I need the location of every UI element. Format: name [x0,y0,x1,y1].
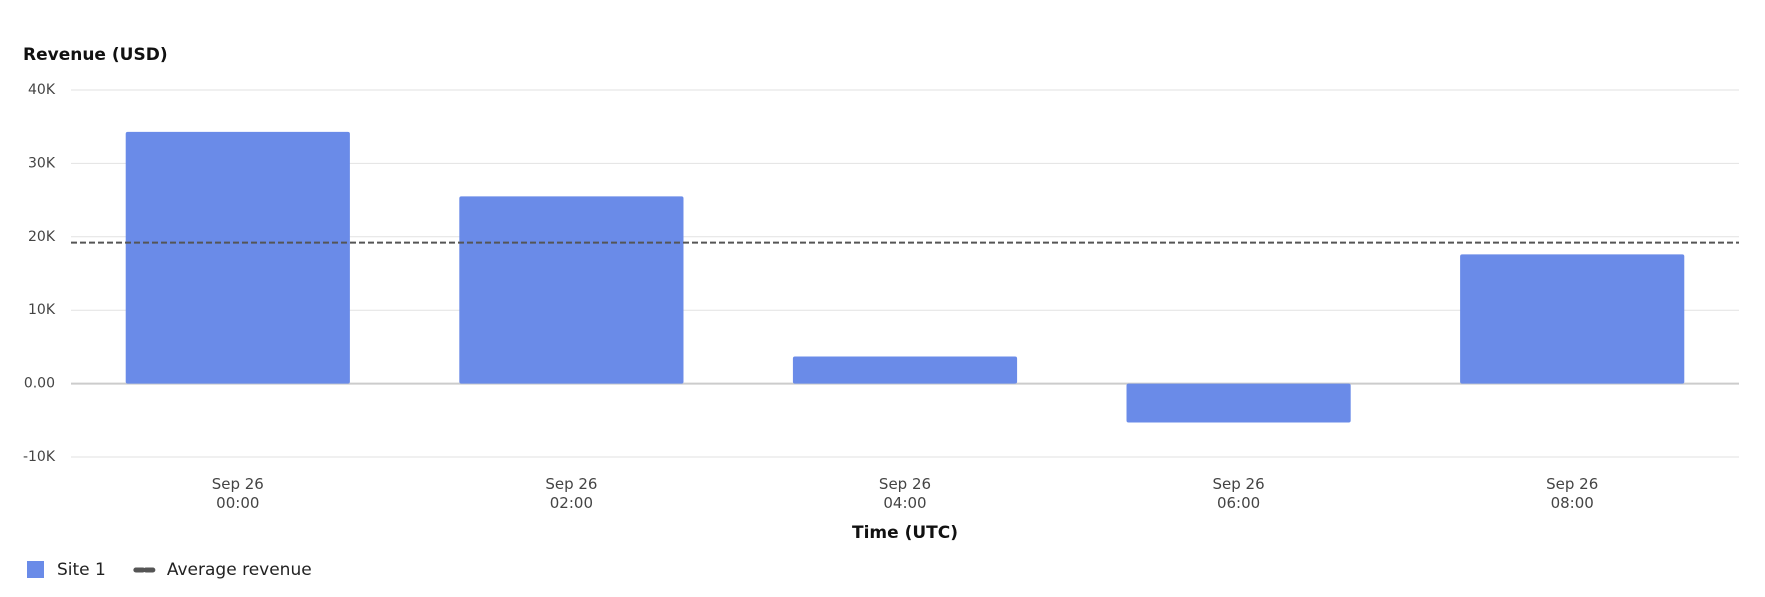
bar [125,131,350,384]
bar [459,196,684,384]
y-tick-label: 40K [28,82,56,98]
y-tick-label: 20K [28,229,56,245]
x-tick-label: Sep 26 00:00 [211,475,264,512]
legend-label: Site 1 [57,560,106,580]
x-tick-label: Sep 26 04:00 [878,475,932,512]
x-tick-label: Sep 26 02:00 [545,475,598,512]
y-tick-label: 0.00 [24,376,55,392]
x-tick-label: Sep 26 08:00 [1546,475,1599,512]
bar [1460,254,1685,384]
y-tick-label: 30K [28,155,56,171]
y-tick-label: -10K [23,449,56,465]
legend-label: Average revenue [167,560,312,580]
y-tick-label: 10K [28,302,56,318]
bar [1126,383,1351,423]
bar [792,356,1018,384]
chart-title: Revenue (USD) [23,45,168,65]
x-tick-label: Sep 26 06:00 [1212,475,1265,512]
x-axis-title: Time (UTC) [852,523,958,543]
legend-swatch [27,561,44,578]
